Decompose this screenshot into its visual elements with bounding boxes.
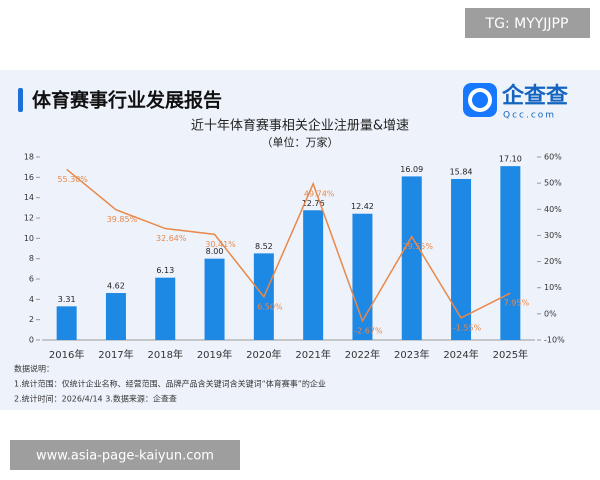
chart-title: 近十年体育赛事相关企业注册量&增速 (191, 118, 409, 134)
x-tick-label: 2023年 (394, 348, 429, 361)
x-tick-label: 2020年 (246, 348, 281, 361)
y2-tick-label: 40% (544, 205, 562, 214)
footer-box (10, 440, 240, 470)
line-label: -2.67% (354, 326, 383, 335)
y-tick-label: 18 (24, 153, 34, 162)
y-tick-label: 14 (24, 193, 34, 202)
line-label: 32.64% (156, 234, 187, 243)
y2-tick-label: 10% (544, 283, 562, 292)
y-tick-label: 8 (29, 254, 34, 263)
x-tick-label: 2025年 (493, 348, 528, 361)
y2-tick-label: 60% (544, 153, 562, 162)
x-tick-label: 2019年 (197, 348, 232, 361)
y-tick-label: 12 (24, 214, 34, 223)
y-tick-label: 10 (24, 234, 34, 243)
x-tick-label: 2022年 (345, 348, 380, 361)
logo-name: 企查查 (501, 83, 568, 109)
line-label: 7.95% (504, 299, 530, 308)
logo-icon-ring (468, 88, 492, 112)
bar-label: 3.31 (58, 295, 76, 304)
logo-domain: Qcc.com (503, 111, 556, 121)
x-tick-label: 2024年 (443, 348, 478, 361)
note: 2.统计时间：2026/4/14 3.数据来源：企查查 (14, 394, 177, 404)
y-tick-label: 16 (24, 173, 34, 182)
watermark-box (465, 8, 590, 38)
bar-label: 4.62 (107, 282, 125, 291)
chart-subtitle: （单位：万家） (262, 135, 339, 149)
line-label: 6.50% (257, 302, 283, 311)
note: 数据说明： (14, 364, 54, 374)
x-tick-label: 2021年 (295, 348, 330, 361)
bar-label: 15.84 (450, 167, 473, 176)
bar-label: 16.09 (400, 165, 423, 174)
bar (56, 306, 77, 340)
y2-tick-label: 0% (544, 309, 557, 318)
y-tick-label: 2 (29, 315, 34, 324)
bar-label: 17.10 (499, 155, 522, 164)
bar (500, 166, 521, 340)
logo-icon (463, 83, 497, 117)
growth-line (66, 168, 511, 323)
bar-label: 8.52 (255, 242, 273, 251)
bar-label: 8.00 (206, 247, 224, 256)
footer-url: www.asia-page-kaiyun.com (36, 449, 214, 464)
header-title: 体育赛事行业发展报告 (32, 89, 222, 112)
bar-label: 12.76 (302, 199, 325, 208)
bar (451, 178, 472, 340)
bar (204, 258, 225, 340)
line-label: 55.30% (57, 175, 88, 184)
line-label: 39.85% (107, 215, 138, 224)
bar (401, 176, 422, 340)
line-label: 49.74% (304, 189, 335, 198)
bar (105, 293, 126, 340)
line-label: 29.55% (402, 242, 433, 251)
y-tick-label: 4 (29, 295, 34, 304)
y-tick-label: 6 (29, 275, 34, 284)
card (0, 70, 600, 410)
line-label: -1.55% (453, 323, 482, 332)
y2-tick-label: 50% (544, 179, 562, 188)
header-accent (18, 88, 23, 112)
x-tick-label: 2018年 (148, 348, 183, 361)
y2-tick-label: -10% (544, 336, 565, 345)
bar-label: 12.42 (351, 202, 374, 211)
bar-label: 6.13 (156, 266, 174, 275)
line-label: 30.41% (205, 240, 236, 249)
y2-tick-label: 30% (544, 231, 562, 240)
x-tick-label: 2017年 (98, 348, 133, 361)
bar (303, 210, 324, 340)
y2-tick-label: 20% (544, 257, 562, 266)
y-tick-label: 0 (29, 336, 34, 345)
note: 1.统计范围：仅统计企业名称、经营范围、品牌产品含关键词含关键词“体育赛事”的企… (14, 379, 326, 389)
x-tick-label: 2016年 (49, 348, 84, 361)
watermark: TG: MYYJJPP (485, 16, 569, 32)
bar (155, 277, 176, 340)
